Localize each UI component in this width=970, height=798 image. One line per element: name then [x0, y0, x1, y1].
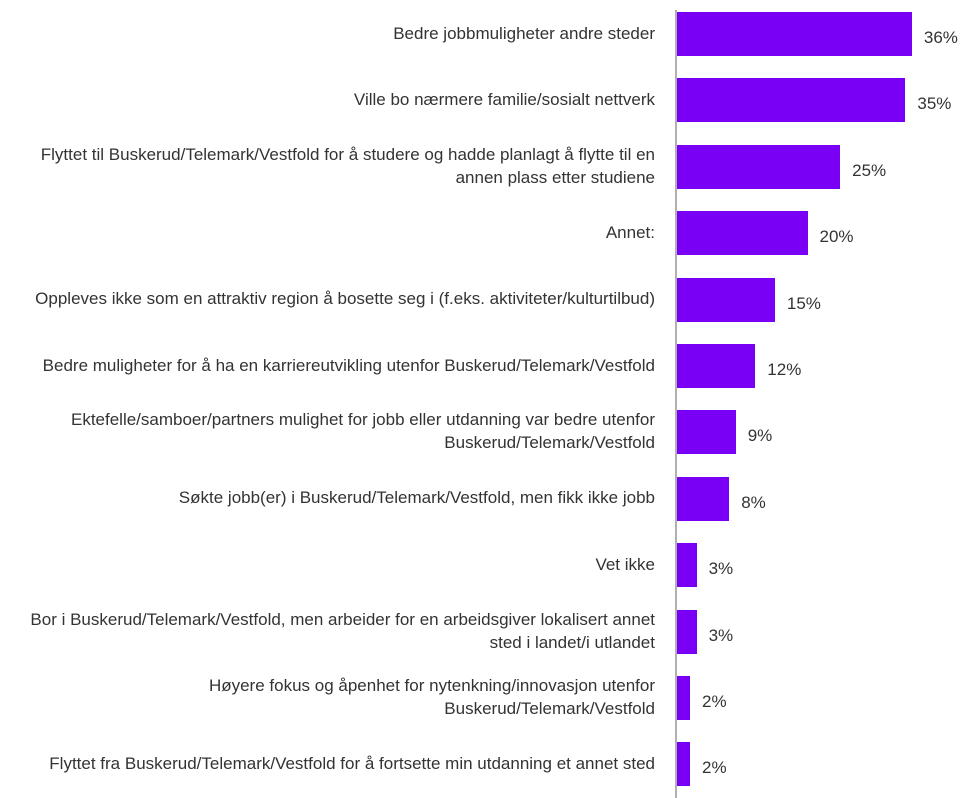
category-label: Bor i Buskerud/Telemark/Vestfold, men ar…	[30, 609, 655, 652]
bar	[677, 410, 736, 455]
bar	[677, 344, 756, 388]
value-label: 12%	[767, 360, 802, 379]
value-label: 3%	[708, 559, 734, 579]
bar	[677, 12, 912, 56]
bar	[677, 476, 730, 521]
category-label: Annet:	[605, 222, 655, 242]
category-label: Flyttet til Buskerud/Telemark/Vestfold f…	[40, 144, 655, 187]
category-label: Bedre jobbmuligheter andre steder	[393, 23, 655, 43]
bar	[677, 211, 808, 256]
bar	[677, 742, 691, 787]
bar	[677, 78, 906, 123]
bar	[677, 676, 691, 720]
value-label: 36%	[923, 28, 958, 47]
value-label: 9%	[747, 426, 773, 446]
bar	[677, 277, 775, 322]
bar	[677, 609, 697, 654]
category-label: Søkte jobb(er) i Buskerud/Telemark/Vestf…	[178, 488, 655, 508]
value-label: 15%	[786, 293, 821, 313]
value-label: 25%	[852, 160, 887, 180]
category-label: Flyttet fra Buskerud/Telemark/Vestfold f…	[49, 753, 655, 773]
category-label: Oppleves ikke som en attraktiv region å …	[35, 289, 655, 309]
bar	[677, 543, 697, 588]
category-label: Ville bo nærmere familie/sosialt nettver…	[353, 89, 655, 109]
value-label: 2%	[702, 758, 727, 778]
value-label: 8%	[741, 492, 766, 512]
bar	[677, 144, 841, 189]
category-label: Ektefelle/samboer/partners mulighet for …	[70, 410, 655, 453]
value-label: 2%	[702, 692, 727, 711]
value-label: 35%	[917, 94, 952, 114]
category-label: Vet ikke	[595, 554, 655, 574]
category-label: Bedre muligheter for å ha en karriereutv…	[42, 355, 655, 375]
axis-line	[675, 10, 677, 798]
value-label: 20%	[819, 227, 854, 247]
value-label: 3%	[708, 625, 734, 645]
category-label: Høyere fokus og åpenhet for nytenkning/i…	[208, 676, 655, 718]
